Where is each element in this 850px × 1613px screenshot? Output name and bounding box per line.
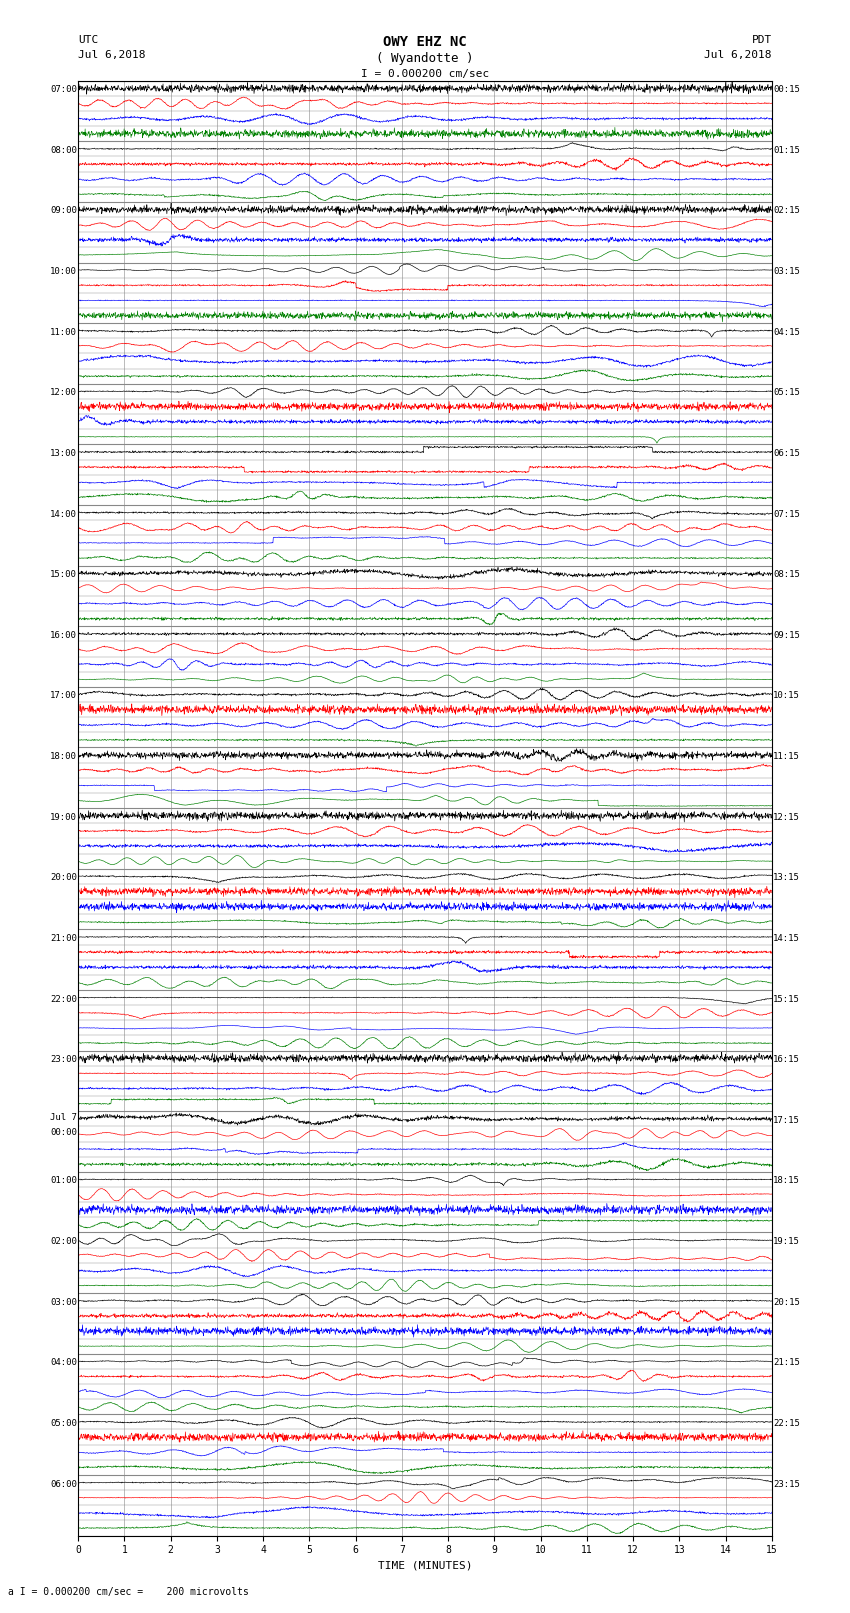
Text: 06:00: 06:00 xyxy=(50,1479,76,1489)
Text: 09:00: 09:00 xyxy=(50,206,76,216)
Text: 03:00: 03:00 xyxy=(50,1297,76,1307)
Text: 16:15: 16:15 xyxy=(774,1055,800,1065)
Text: 06:15: 06:15 xyxy=(774,448,800,458)
Text: 04:15: 04:15 xyxy=(774,327,800,337)
Text: 07:15: 07:15 xyxy=(774,510,800,518)
Text: 22:00: 22:00 xyxy=(50,995,76,1003)
Text: 19:15: 19:15 xyxy=(774,1237,800,1245)
X-axis label: TIME (MINUTES): TIME (MINUTES) xyxy=(377,1561,473,1571)
Text: 00:00: 00:00 xyxy=(50,1127,76,1137)
Text: 08:00: 08:00 xyxy=(50,145,76,155)
Text: 18:15: 18:15 xyxy=(774,1176,800,1186)
Text: 04:00: 04:00 xyxy=(50,1358,76,1368)
Text: 02:15: 02:15 xyxy=(774,206,800,216)
Text: 13:00: 13:00 xyxy=(50,448,76,458)
Text: 17:00: 17:00 xyxy=(50,692,76,700)
Text: 19:00: 19:00 xyxy=(50,813,76,821)
Text: 17:15: 17:15 xyxy=(774,1116,800,1124)
Text: I = 0.000200 cm/sec: I = 0.000200 cm/sec xyxy=(361,69,489,79)
Text: 02:00: 02:00 xyxy=(50,1237,76,1245)
Text: 18:00: 18:00 xyxy=(50,752,76,761)
Text: Jul 6,2018: Jul 6,2018 xyxy=(78,50,145,60)
Text: 22:15: 22:15 xyxy=(774,1419,800,1428)
Text: 09:15: 09:15 xyxy=(774,631,800,640)
Text: 16:00: 16:00 xyxy=(50,631,76,640)
Text: 23:15: 23:15 xyxy=(774,1479,800,1489)
Text: 10:15: 10:15 xyxy=(774,692,800,700)
Text: 11:15: 11:15 xyxy=(774,752,800,761)
Text: 05:15: 05:15 xyxy=(774,389,800,397)
Text: 21:15: 21:15 xyxy=(774,1358,800,1368)
Text: 15:00: 15:00 xyxy=(50,569,76,579)
Text: 12:15: 12:15 xyxy=(774,813,800,821)
Text: PDT: PDT xyxy=(751,35,772,45)
Text: 01:00: 01:00 xyxy=(50,1176,76,1186)
Text: 20:15: 20:15 xyxy=(774,1297,800,1307)
Text: UTC: UTC xyxy=(78,35,99,45)
Text: 14:00: 14:00 xyxy=(50,510,76,518)
Text: 07:00: 07:00 xyxy=(50,85,76,94)
Text: 01:15: 01:15 xyxy=(774,145,800,155)
Text: 21:00: 21:00 xyxy=(50,934,76,944)
Text: 12:00: 12:00 xyxy=(50,389,76,397)
Text: 03:15: 03:15 xyxy=(774,268,800,276)
Text: 15:15: 15:15 xyxy=(774,995,800,1003)
Text: 14:15: 14:15 xyxy=(774,934,800,944)
Text: 00:15: 00:15 xyxy=(774,85,800,94)
Text: 10:00: 10:00 xyxy=(50,268,76,276)
Text: 08:15: 08:15 xyxy=(774,569,800,579)
Text: ( Wyandotte ): ( Wyandotte ) xyxy=(377,52,473,65)
Text: 11:00: 11:00 xyxy=(50,327,76,337)
Text: 13:15: 13:15 xyxy=(774,873,800,882)
Text: Jul 6,2018: Jul 6,2018 xyxy=(705,50,772,60)
Text: a I = 0.000200 cm/sec =    200 microvolts: a I = 0.000200 cm/sec = 200 microvolts xyxy=(8,1587,249,1597)
Text: 23:00: 23:00 xyxy=(50,1055,76,1065)
Text: Jul 7: Jul 7 xyxy=(50,1113,76,1121)
Text: 20:00: 20:00 xyxy=(50,873,76,882)
Text: 05:00: 05:00 xyxy=(50,1419,76,1428)
Text: OWY EHZ NC: OWY EHZ NC xyxy=(383,35,467,50)
